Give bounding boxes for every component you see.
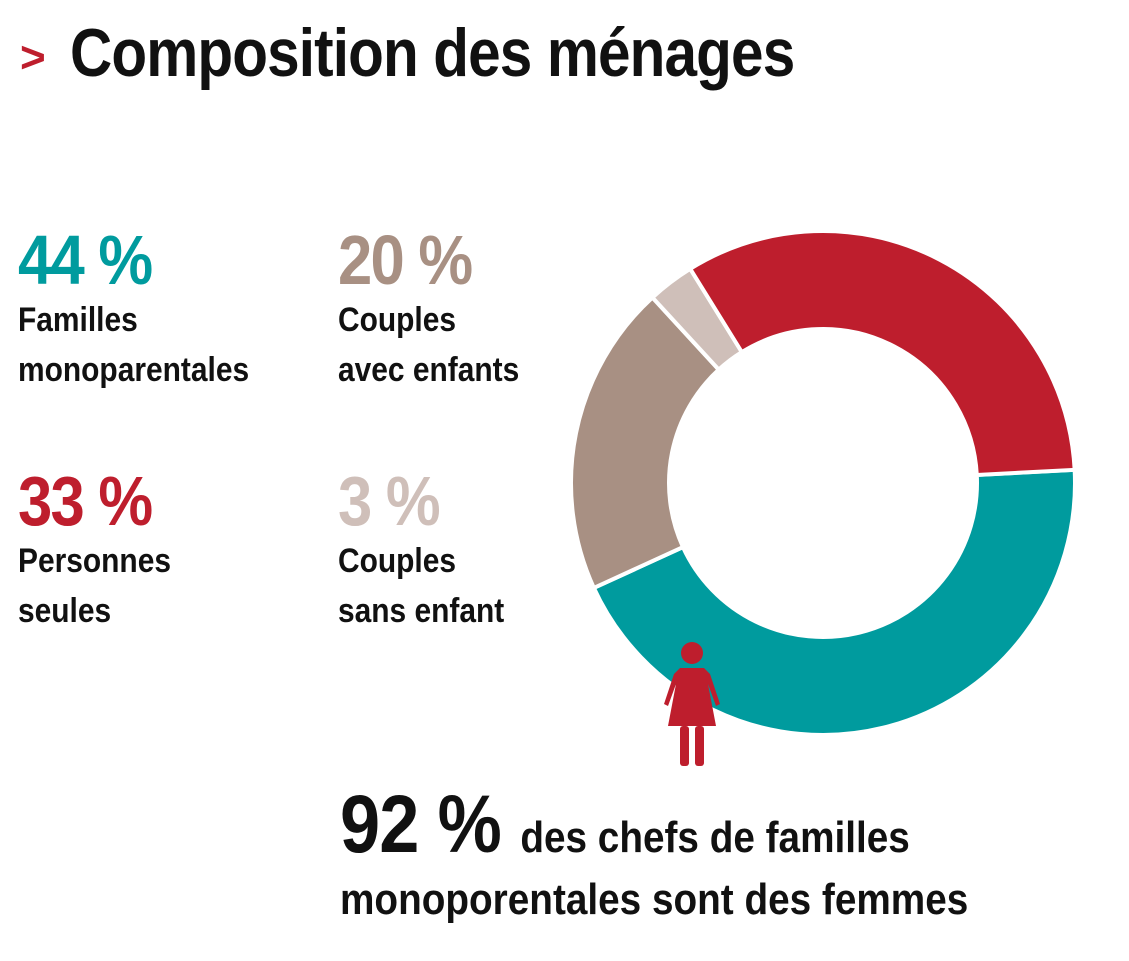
stat-label-line1: Familles [18, 301, 138, 339]
stat-label-line1: Personnes [18, 542, 171, 580]
stat-label-line1: Couples [338, 542, 457, 580]
donut-chart [569, 229, 1077, 737]
stat-value: 3 % [338, 462, 441, 540]
stat-couples-sans-enfant: 3 % Couples sans enfant [338, 466, 527, 636]
stat-label-line2: monoparentales [18, 351, 250, 389]
chevron-right-icon: > [20, 33, 46, 82]
footnote-percentage: 92 % [340, 779, 502, 870]
woman-icon [664, 642, 720, 766]
page-title: Composition des ménages [69, 15, 795, 91]
donut-slice-0 [591, 467, 1077, 737]
stat-label-line2: sans enfant [338, 592, 505, 630]
stat-label-line2: seules [18, 592, 112, 630]
stat-couples-avec-enfants: 20 % Couples avec enfants [338, 225, 544, 395]
footnote-line1: des chefs de familles [520, 813, 910, 862]
stat-personnes-seules: 33 % Personnes seules [18, 466, 192, 636]
stat-value: 20 % [338, 221, 473, 299]
stat-value: 33 % [18, 462, 153, 540]
footnote-line2: monoporentales sont des femmes [340, 875, 969, 924]
donut-slice-1 [569, 294, 722, 591]
footnote: 92 % des chefs de familles monoporentale… [340, 780, 968, 930]
stat-label-line1: Couples [338, 301, 457, 339]
donut-slice-3 [687, 229, 1077, 478]
stat-label-line2: avec enfants [338, 351, 520, 389]
stat-familles-monoparentales: 44 % Familles monoparentales [18, 225, 281, 395]
header: > Composition des ménages [20, 14, 912, 92]
stat-value: 44 % [18, 221, 153, 299]
